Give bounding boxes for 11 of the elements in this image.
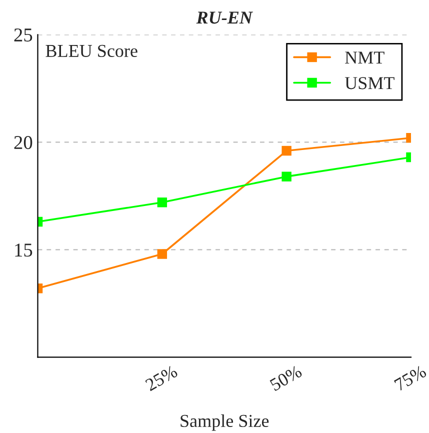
x-tick-label: 75% [394, 364, 428, 392]
legend-label: NMT [345, 52, 384, 64]
x-tick-label: 50% [269, 364, 303, 392]
chart-title: RU-EN [196, 12, 253, 24]
y-tick-label: 25 [14, 28, 32, 42]
y-axis-title: BLEU Score [46, 44, 138, 58]
y-tick-label: 20 [14, 136, 32, 150]
x-tick-label: 25% [144, 364, 178, 392]
x-axis-title: Sample Size [180, 414, 269, 431]
y-tick-label: 15 [15, 244, 32, 257]
legend-label: USMT [344, 77, 394, 90]
